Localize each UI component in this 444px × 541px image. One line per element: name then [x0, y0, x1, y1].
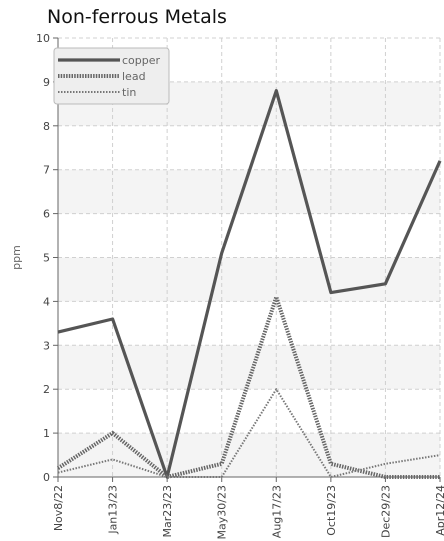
y-tick-label: 10	[36, 32, 50, 45]
y-tick-label: 0	[43, 471, 50, 484]
y-tick-label: 9	[43, 76, 50, 89]
x-tick-label: Nov8/22	[52, 485, 65, 531]
y-tick-label: 3	[43, 339, 50, 352]
series-line-tin	[57, 388, 441, 478]
x-tick-label: Mar23/23	[161, 485, 174, 537]
y-tick-label: 7	[43, 164, 50, 177]
grid-band	[58, 345, 440, 390]
grid-band	[58, 433, 440, 477]
x-tick-label: Aug17/23	[270, 485, 283, 538]
y-tick-label: 8	[43, 120, 50, 133]
y-tick-label: 4	[43, 295, 50, 308]
legend-label-tin: tin	[122, 86, 136, 99]
grid-band	[58, 169, 440, 214]
series-line-lead	[56, 295, 440, 479]
legend-label-lead: lead	[122, 70, 146, 83]
legend-box	[53, 47, 170, 105]
y-tick-label: 1	[43, 427, 50, 440]
y-axis-label: ppm	[10, 245, 23, 270]
x-tick-label: Oct19/23	[325, 485, 338, 536]
series-line-copper	[57, 89, 442, 479]
grid-band	[58, 257, 440, 302]
x-tick-label: Dec29/23	[379, 485, 392, 538]
legend-label-copper: copper	[122, 54, 161, 67]
x-tick-label: May30/23	[216, 485, 229, 539]
y-tick-label: 2	[43, 383, 50, 396]
y-tick-label: 5	[43, 252, 50, 265]
y-tick-label: 6	[43, 208, 50, 221]
chart-title: Non-ferrous Metals	[47, 6, 227, 28]
x-tick-label: Jan13/23	[107, 485, 120, 535]
x-tick-label: Apr12/24	[434, 485, 444, 536]
